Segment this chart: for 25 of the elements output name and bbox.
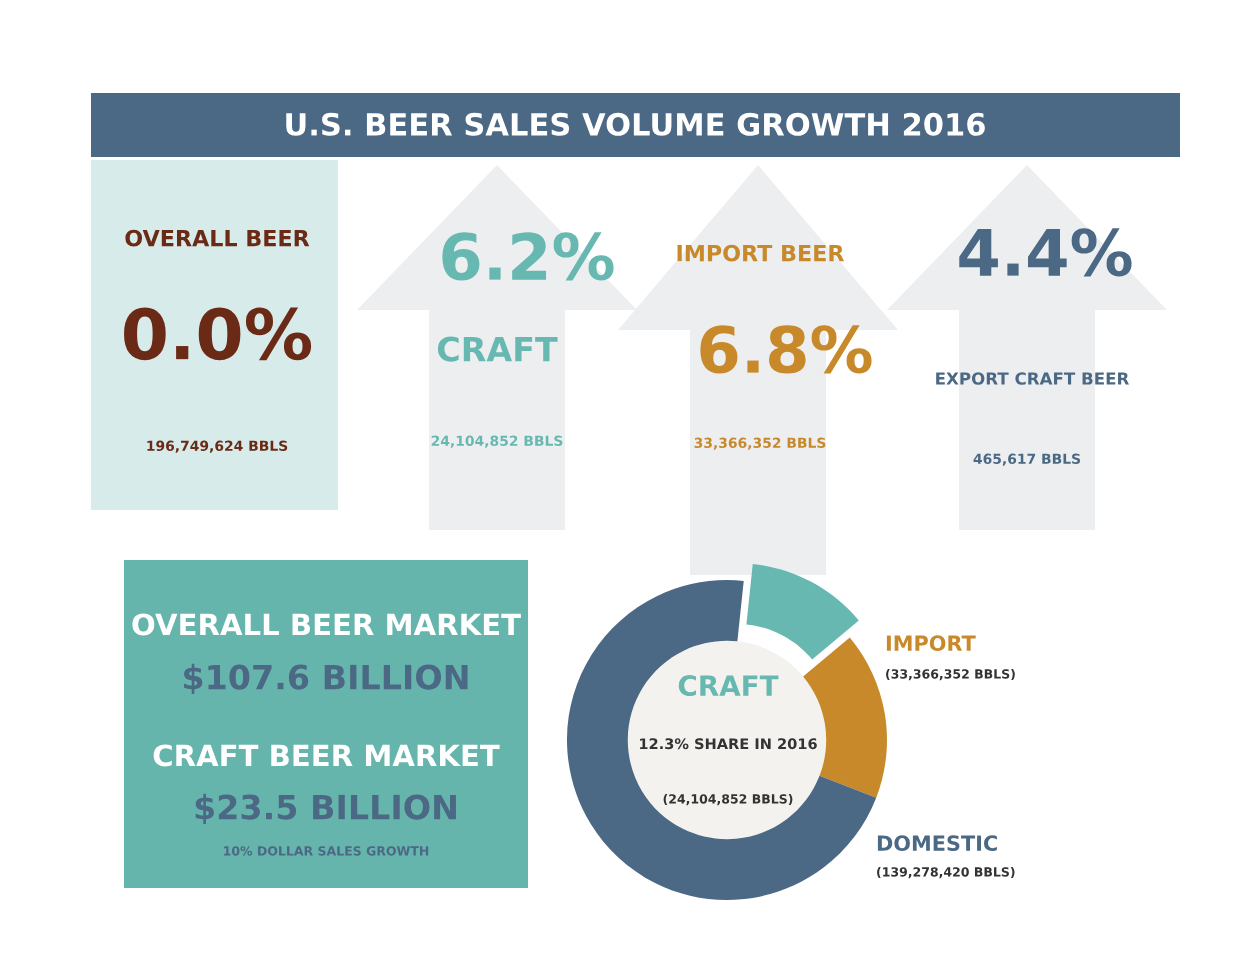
slice-label: IMPORT [886, 635, 976, 652]
text: $107.6 BILLION [184, 663, 468, 695]
text: 6.8% [700, 325, 872, 374]
text: 10% DOLLAR SALES GROWTH [224, 846, 429, 856]
text: 12.3% SHARE IN 2016 [640, 738, 817, 750]
data-label: (33,366,352 BBLS) [886, 668, 1015, 681]
text: IMPORT BEER [677, 244, 845, 262]
data-label: (139,278,420 BBLS) [877, 866, 1015, 879]
text: OVERALL BEER [125, 229, 310, 247]
text: 465,617 BBLS [973, 453, 1081, 466]
text: 6.2% [442, 232, 614, 281]
slice-label: DOMESTIC [877, 835, 997, 852]
slice-label: CRAFT [678, 675, 779, 697]
text: (24,104,852 BBLS) [663, 793, 793, 806]
text: 4.4% [959, 228, 1132, 277]
text: 24,104,852 BBLS [431, 435, 563, 448]
text: OVERALL BEER MARKET [132, 613, 521, 636]
text: CRAFT BEER MARKET [153, 744, 500, 767]
text: EXPORT CRAFT BEER [936, 372, 1130, 385]
text: $23.5 BILLION [195, 793, 456, 825]
text: 196,749,624 BBLS [147, 440, 288, 453]
text: U.S. BEER SALES VOLUME GROWTH 2016 [286, 112, 985, 136]
text: 0.0% [124, 307, 312, 361]
text: CRAFT [437, 336, 558, 362]
text: 33,366,352 BBLS [694, 437, 826, 450]
